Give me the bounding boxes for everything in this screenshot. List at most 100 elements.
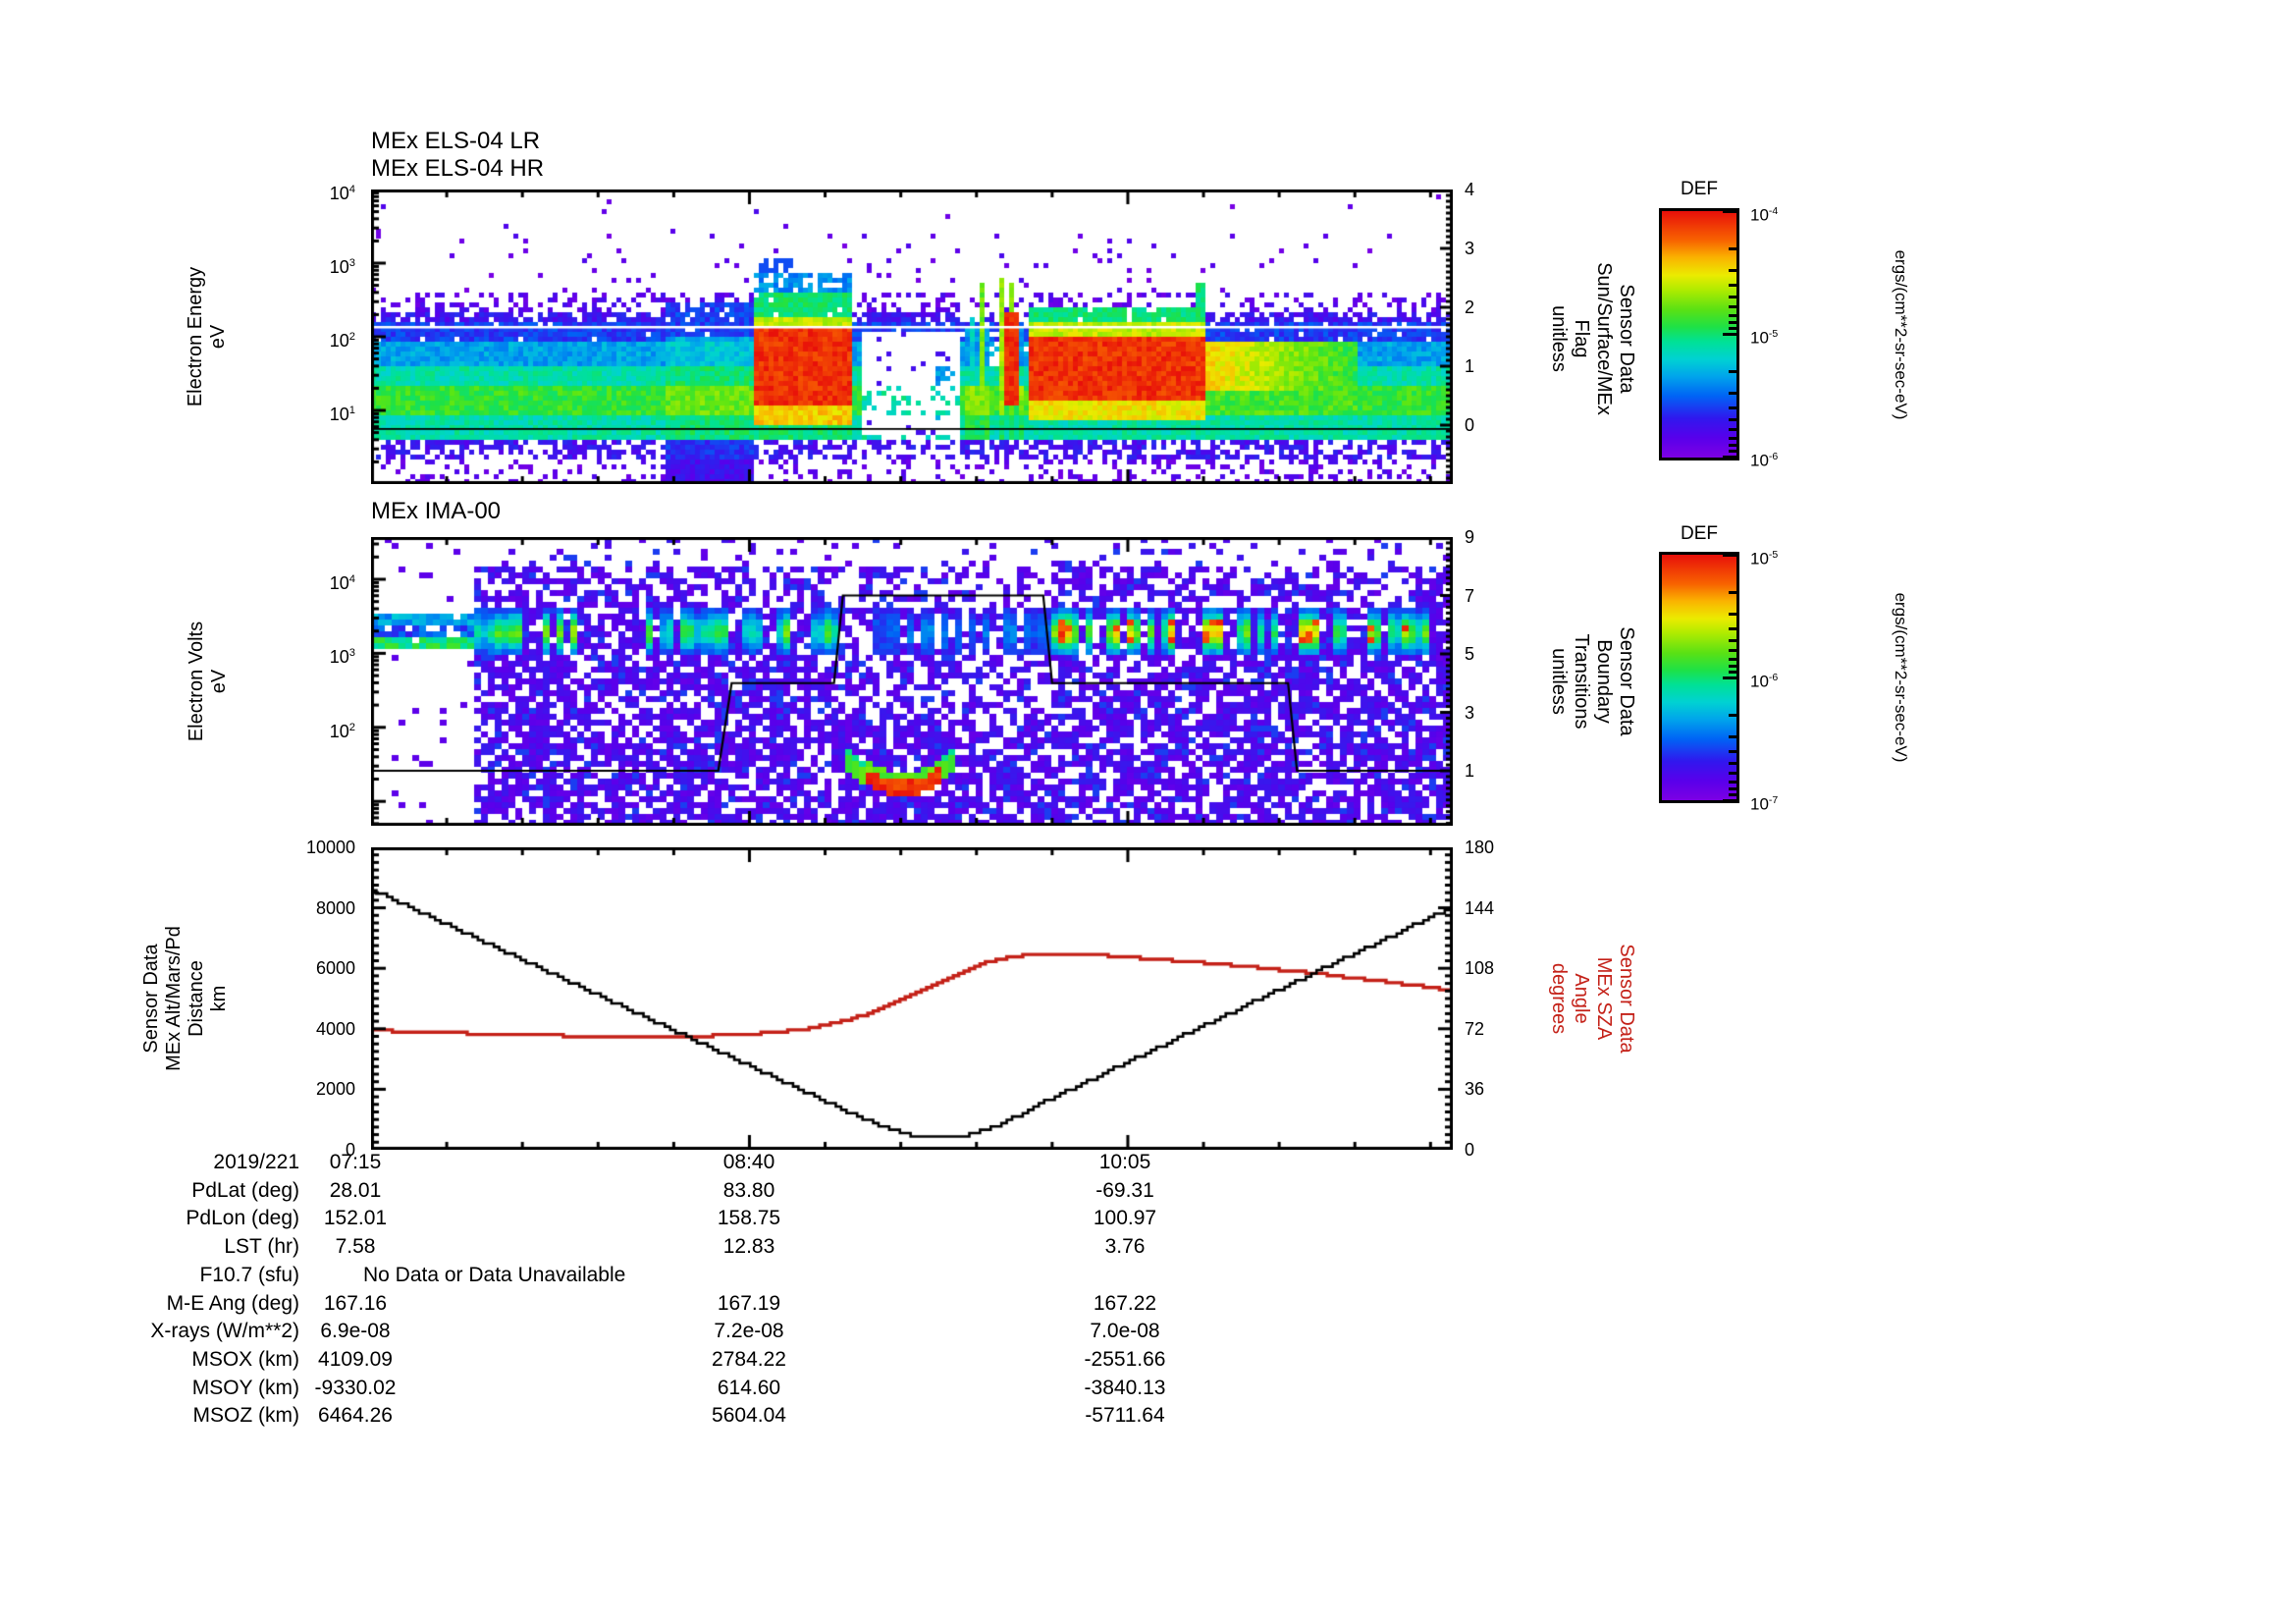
colorbar-tick [1729,284,1736,288]
table-row-value: 158.75 [717,1207,781,1230]
els-ytick-label: 103 [329,257,355,277]
table-row-label: LST (hr) [224,1235,299,1259]
els-right-tick-label: 1 [1465,356,1475,376]
colorbar-tick-label: 10-5 [1750,328,1779,348]
table-header-row-value: 07:15 [329,1151,382,1173]
distance-ytick-label: 8000 [315,897,355,918]
colorbar-tick [1729,734,1736,738]
colorbar-tick [1729,780,1736,784]
colorbar-tick-label: 10-4 [1750,205,1779,225]
table-row-label: MSOX (km) [191,1347,299,1371]
table-row-value: -9330.02 [314,1376,397,1399]
ima-right-tick-label: 5 [1465,644,1475,664]
ima-right-tick-label: 9 [1465,527,1475,547]
ima-spectrogram-canvas [371,537,1453,826]
colorbar-tick-label: 10-7 [1750,794,1779,814]
colorbar-tick [1729,750,1736,754]
colorbar-tick [1729,296,1736,299]
table-row-value: 3.76 [1104,1235,1146,1259]
table-row-value: 2784.22 [712,1347,786,1371]
colorbar2 [1659,552,1739,803]
els-right-tick-label: 3 [1465,239,1475,258]
els-title-line1: MEx ELS-04 LR [371,128,541,154]
colorbar-tick [1729,627,1736,631]
ima-right-tick-label: 3 [1465,702,1475,723]
els-ytick-label: 102 [329,331,355,351]
colorbar-tick [1729,320,1736,324]
colorbar-tick [1729,713,1736,717]
table-row-value: 152.01 [323,1207,388,1230]
ima-title: MEx IMA-00 [371,498,502,524]
table-row-value: -5711.64 [1085,1404,1165,1428]
colorbar1-title: DEF [1681,179,1718,199]
colorbar-tick [1729,793,1736,797]
colorbar-tick [1729,428,1736,432]
ima-ytick-label: 104 [329,573,355,593]
table-row-value: 83.80 [722,1178,775,1202]
els-right-tick-label: 2 [1465,298,1475,317]
ima-right-tick-label: 1 [1465,761,1475,781]
table-row-label: M-E Ang (deg) [166,1291,299,1315]
table-row-value: 6.9e-08 [320,1320,391,1343]
els-ytick-label: 104 [329,184,355,203]
colorbar-tick [1729,268,1736,272]
colorbar-tick [1729,772,1736,776]
distance-sza-line-canvas [371,847,1453,1150]
table-row-label: MSOZ (km) [192,1404,299,1428]
table-row-value: 614.60 [717,1376,781,1399]
distance-ytick-label: 10000 [305,838,355,857]
colorbar-tick [1729,590,1736,594]
ima-right-tick-label: 7 [1465,585,1475,606]
colorbar-tick [1729,369,1736,373]
colorbar1 [1659,208,1739,460]
colorbar-tick [1729,305,1736,309]
els-right-tick-label: 0 [1465,415,1475,435]
colorbar-tick [1729,406,1736,410]
distance-ytick-label: 4000 [315,1018,355,1039]
colorbar-tick [1723,799,1736,802]
els-title-line2: MEx ELS-04 HR [371,155,545,182]
table-row-value: 7.0e-08 [1090,1320,1160,1343]
colorbar-tick [1729,246,1736,250]
colorbar-tick [1729,664,1736,668]
table-row-value: 5604.04 [712,1404,786,1428]
els-right-tick-label: 4 [1465,180,1475,199]
table-row-value: 4109.09 [318,1347,393,1371]
ima-ytick-label: 103 [329,647,355,668]
colorbar-tick [1729,649,1736,653]
distance-ytick-label: 6000 [315,958,355,979]
sza-right-tick-label: 72 [1465,1018,1485,1039]
els-ytick-label: 101 [329,405,355,424]
sza-right-tick-label: 0 [1465,1140,1475,1160]
table-row-value: -3840.13 [1084,1376,1166,1399]
colorbar-tick-label: 10-6 [1750,672,1779,691]
colorbar-tick [1729,443,1736,447]
table-row-value: -2551.66 [1084,1347,1166,1371]
colorbar-tick [1723,676,1736,679]
table-row-label: X-rays (W/m**2) [150,1320,299,1343]
table-header-row-value: 08:40 [722,1151,775,1173]
table-row-value: 167.22 [1093,1291,1157,1315]
colorbar-tick [1729,418,1736,422]
ima-ytick-label: 102 [329,721,355,741]
table-row-value: 100.97 [1093,1207,1157,1230]
table-row-message: No Data or Data Unavailable [363,1263,626,1286]
colorbar-tick [1729,327,1736,331]
sza-right-tick-label: 108 [1465,958,1495,979]
colorbar-tick [1723,554,1736,557]
colorbar-tick [1723,333,1736,336]
colorbar-tick-label: 10-6 [1750,451,1779,470]
colorbar-tick [1729,391,1736,395]
colorbar-tick [1723,456,1736,459]
colorbar-tick [1729,313,1736,317]
table-header-row-value: 10:05 [1098,1151,1151,1173]
table-header-row-label: 2019/221 [213,1151,299,1173]
table-row-value: 167.16 [323,1291,388,1315]
els-spectrogram-canvas [371,189,1453,484]
sza-right-tick-label: 144 [1465,897,1495,918]
table-row-label: MSOY (km) [191,1376,299,1399]
table-row-value: 7.2e-08 [714,1320,784,1343]
distance-ytick-label: 2000 [315,1079,355,1100]
